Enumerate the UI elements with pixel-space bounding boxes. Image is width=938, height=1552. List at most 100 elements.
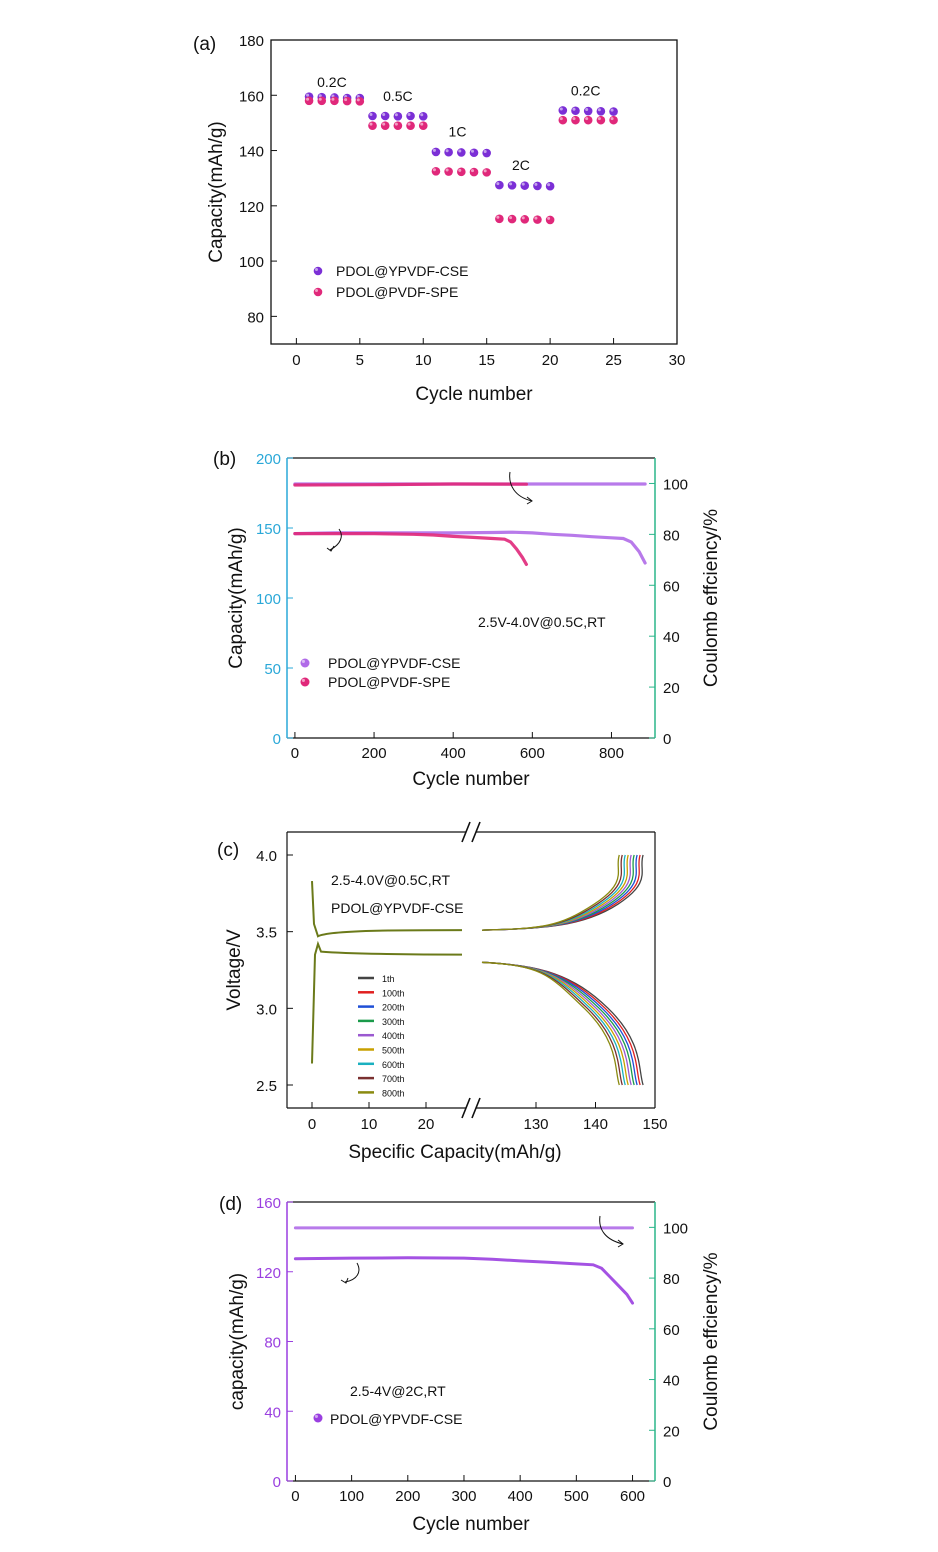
panel-label-b: (b) xyxy=(213,449,236,470)
y-tick-label-b: 200 xyxy=(256,451,281,468)
y2-axis-label-d: Coulomb effciency/% xyxy=(701,1252,722,1430)
charge-curve-c-7 xyxy=(481,854,626,931)
y-tick-label-b: 50 xyxy=(264,661,281,678)
y-tick-label-a: 120 xyxy=(239,199,264,216)
y-tick-label-c: 3.5 xyxy=(256,925,277,942)
rate-label-a: 0.2C xyxy=(317,74,347,90)
charge-curve-c-6 xyxy=(481,854,629,931)
y-tick-label-a: 180 xyxy=(239,33,264,50)
legend-label-c: 600th xyxy=(382,1060,405,1070)
x-tick-label-c: 140 xyxy=(583,1116,608,1133)
data-point-a-highlight xyxy=(597,117,601,121)
data-point-a xyxy=(431,147,441,157)
y2-tick-label-d: 20 xyxy=(663,1423,680,1440)
legend-label-c: 700th xyxy=(382,1074,405,1084)
data-point-a-highlight xyxy=(306,97,310,101)
legend-marker-b xyxy=(300,658,310,668)
data-point-a xyxy=(507,181,517,190)
series-line-b xyxy=(293,531,529,567)
y-tick-label-d: 160 xyxy=(256,1195,281,1212)
x-tick-label-c: 0 xyxy=(308,1116,316,1133)
annotation-b: 2.5V-4.0V@0.5C,RT xyxy=(478,614,606,630)
data-point-a xyxy=(380,121,390,130)
x-tick-label-a: 20 xyxy=(542,352,559,369)
x-tick-label-d: 100 xyxy=(339,1488,364,1505)
data-point-a xyxy=(304,96,314,106)
y2-tick-label-b: 0 xyxy=(663,731,671,748)
panel-label-c: (c) xyxy=(217,840,239,861)
panel-label-d: (d) xyxy=(219,1194,242,1215)
data-point-a-highlight xyxy=(407,122,411,126)
data-point-a xyxy=(355,97,365,106)
data-point-a xyxy=(418,111,428,121)
data-point-a-highlight xyxy=(369,112,373,117)
discharge-curve-c-8 xyxy=(481,961,623,1086)
y-tick-label-d: 40 xyxy=(264,1404,281,1421)
data-point-a-highlight xyxy=(496,215,500,219)
legend-marker-a xyxy=(313,266,323,276)
axis-break-c-1-b xyxy=(471,1097,481,1119)
data-point-a-highlight xyxy=(572,107,576,111)
x-tick-label-d: 400 xyxy=(508,1488,533,1505)
legend-label-a: PDOL@PVDF-SPE xyxy=(336,284,458,300)
data-point-a-highlight xyxy=(420,122,424,126)
discharge-curve-start-c xyxy=(311,940,463,1064)
x-tick-label-a: 25 xyxy=(605,352,622,369)
series-line-d xyxy=(293,1256,634,1305)
data-point-a xyxy=(457,167,466,177)
rate-label-a: 2C xyxy=(512,157,530,173)
y2-tick-label-d: 60 xyxy=(663,1322,680,1339)
charge-curve-start-c xyxy=(311,881,463,938)
x-tick-label-c: 10 xyxy=(361,1116,378,1133)
legend-marker-a-highlight xyxy=(314,267,318,271)
data-point-a-highlight xyxy=(344,98,348,102)
legend-marker-b-highlight xyxy=(301,659,305,663)
data-point-a-highlight xyxy=(547,183,551,187)
data-point-a-highlight xyxy=(509,216,513,220)
data-point-a xyxy=(571,115,580,125)
data-point-a xyxy=(482,148,491,158)
legend-label-d: PDOL@YPVDF-CSE xyxy=(330,1411,462,1427)
y2-tick-label-d: 80 xyxy=(663,1271,680,1288)
y-tick-label-a: 140 xyxy=(239,144,264,161)
charge-curve-c-3 xyxy=(481,854,638,931)
legend-label-c: 100th xyxy=(382,988,405,998)
y-tick-label-a: 160 xyxy=(239,88,264,105)
rate-label-a: 1C xyxy=(449,124,467,140)
data-point-a xyxy=(393,111,403,121)
data-point-a-highlight xyxy=(559,107,563,111)
annotation-d: 2.5-4V@2C,RT xyxy=(350,1383,446,1399)
y2-tick-label-d: 40 xyxy=(663,1373,680,1390)
data-point-a-highlight xyxy=(407,112,411,117)
x-tick-label-b: 800 xyxy=(599,745,624,762)
series-line-b xyxy=(293,482,529,487)
y-tick-label-b: 150 xyxy=(256,521,281,538)
discharge-curve-c-9 xyxy=(481,961,620,1086)
data-point-a-highlight xyxy=(445,168,449,172)
data-point-a xyxy=(368,121,377,130)
data-point-a-highlight xyxy=(394,122,398,126)
data-point-a xyxy=(418,121,428,130)
legend-label-c: 400th xyxy=(382,1031,405,1041)
data-point-a xyxy=(520,215,530,224)
data-point-a-highlight xyxy=(597,108,601,112)
data-point-a xyxy=(609,115,618,125)
x-tick-label-b: 400 xyxy=(441,745,466,762)
data-point-a xyxy=(545,181,555,191)
data-point-a-highlight xyxy=(534,216,538,220)
data-point-a-highlight xyxy=(610,108,614,112)
charge-curve-c-8 xyxy=(481,854,623,931)
y-tick-label-c: 2.5 xyxy=(256,1078,277,1095)
charge-curve-c-2 xyxy=(481,854,641,931)
data-point-a-highlight xyxy=(521,182,525,186)
data-point-a xyxy=(609,107,618,116)
legend-label-c: 1th xyxy=(382,974,395,984)
data-point-a-highlight xyxy=(483,150,487,154)
y2-tick-label-b: 40 xyxy=(663,629,680,646)
data-point-a xyxy=(583,115,593,125)
data-point-a xyxy=(469,167,479,177)
arrow-left-d xyxy=(344,1262,360,1283)
data-point-a xyxy=(545,215,555,225)
y-tick-label-a: 100 xyxy=(239,254,264,271)
